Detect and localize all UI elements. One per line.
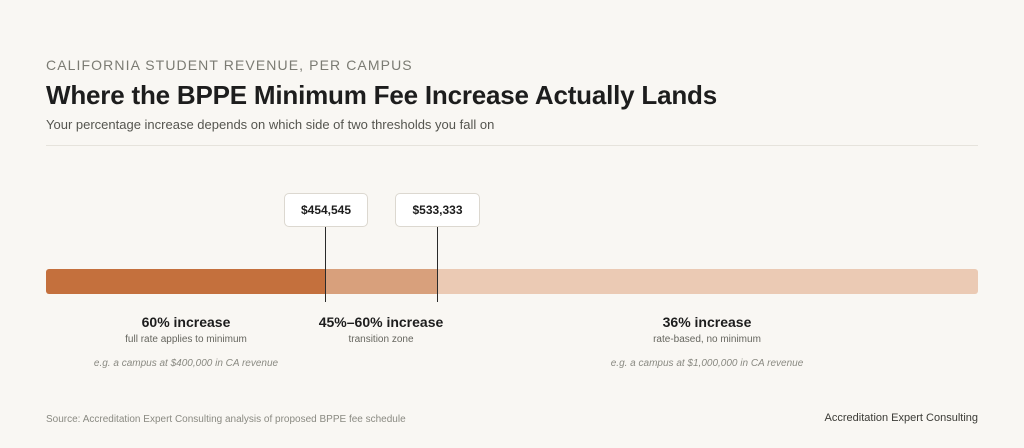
zone-description: full rate applies to minimum	[125, 334, 247, 345]
threshold-callout-2: $533,333	[395, 193, 480, 227]
zone-headline: 45%–60% increase	[318, 314, 444, 330]
zone-headline: 36% increase	[662, 314, 752, 330]
threshold-label-1: $454,545	[300, 203, 352, 217]
brand-name: Accreditation Expert Consulting	[824, 412, 978, 424]
source-note: Source: Accreditation Expert Consulting …	[46, 414, 406, 425]
zone-bar-transition	[326, 269, 437, 294]
zone-label-full-rate: 60% increase full rate applies to minimu…	[94, 314, 278, 369]
page-title: Where the BPPE Minimum Fee Increase Actu…	[46, 80, 718, 110]
page-subtitle: Your percentage increase depends on whic…	[46, 117, 495, 132]
eyebrow-label: CALIFORNIA STUDENT REVENUE, PER CAMPUS	[46, 57, 413, 73]
zone-bar-rate-based	[437, 269, 978, 294]
threshold-marker-1	[325, 227, 326, 302]
zone-example: e.g. a campus at $1,000,000 in CA revenu…	[610, 358, 804, 369]
zone-bar-full-rate	[46, 269, 326, 294]
zone-label-rate-based: 36% increase rate-based, no minimum e.g.…	[611, 314, 804, 369]
zone-example: e.g. a campus at $400,000 in CA revenue	[93, 358, 279, 369]
threshold-callout-1: $454,545	[284, 193, 368, 227]
threshold-marker-2	[437, 227, 438, 302]
zone-description: transition zone	[348, 334, 414, 345]
zone-label-transition: 45%–60% increase transition zone	[319, 314, 444, 345]
zone-description: rate-based, no minimum	[653, 334, 761, 345]
header-divider	[46, 145, 978, 146]
zone-headline: 60% increase	[141, 314, 231, 330]
threshold-label-2: $533,333	[412, 203, 463, 217]
